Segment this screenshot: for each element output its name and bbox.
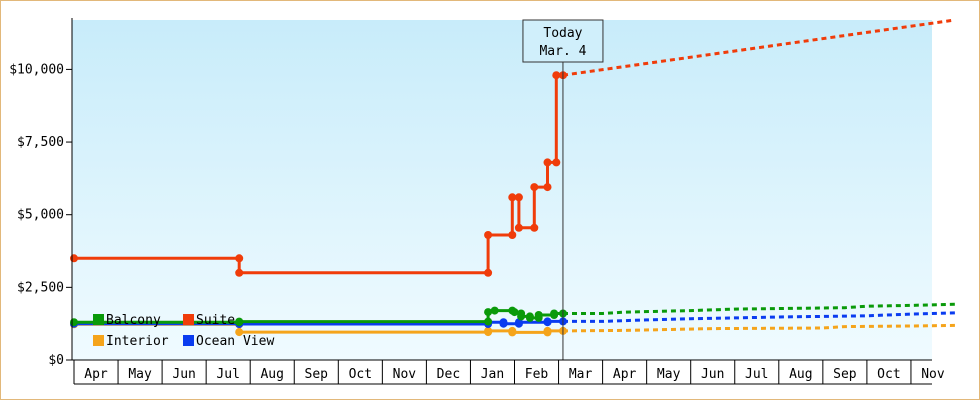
series-point (499, 319, 508, 328)
month-label: Oct (877, 367, 900, 382)
month-label: Nov (921, 367, 945, 382)
series-point (525, 313, 534, 322)
y-axis-ticks: $0 $2,500 $5,000 $7,500 $10,000 (9, 62, 72, 368)
legend-swatch (93, 335, 104, 346)
series-point (484, 231, 493, 239)
series-point (552, 71, 561, 80)
series-point (484, 326, 493, 335)
month-label: Jul (745, 367, 768, 382)
series-line (74, 73, 563, 275)
series-point (508, 193, 517, 202)
series-interior (70, 320, 956, 337)
legend-swatch (183, 314, 194, 325)
month-label: Jun (701, 367, 724, 382)
y-tick-label: $5,000 (17, 208, 64, 223)
series-layer (70, 18, 956, 337)
series-point (510, 308, 519, 317)
legend-swatch (183, 335, 194, 346)
series-point (543, 326, 552, 335)
month-label: Apr (84, 367, 108, 382)
series-point (235, 254, 244, 263)
month-label: Dec (437, 367, 460, 382)
series-point (543, 158, 552, 167)
series-forecast-line (562, 18, 956, 77)
month-label: Jul (216, 367, 239, 382)
today-box (522, 19, 604, 63)
legend-label: Balcony (106, 313, 161, 328)
series-forecast-line (563, 311, 956, 323)
month-label: Jun (172, 367, 195, 382)
legend-label: Ocean View (196, 334, 274, 349)
series-point (508, 328, 517, 337)
series-point (550, 309, 559, 318)
series-point (530, 223, 539, 232)
today-date: Mar. 4 (539, 44, 586, 59)
series-point (530, 183, 539, 192)
month-label: Oct (349, 367, 372, 382)
legend-label: Suite (196, 313, 235, 328)
month-label: Aug (260, 367, 283, 382)
x-axis-months: Apr May Jun Jul Aug Sep Oct Nov Dec Jan Feb Mar Apr M… (73, 360, 945, 385)
series-point (235, 317, 244, 326)
month-label: Jan (481, 367, 504, 382)
series-point (543, 317, 552, 326)
series-point (235, 328, 244, 337)
y-tick-label: $7,500 (17, 135, 64, 150)
series-balcony (70, 302, 956, 327)
today-marker: Today Mar. 4 (522, 19, 604, 360)
legend-swatch (93, 314, 104, 325)
series-forecast-line (563, 302, 956, 315)
month-label: Apr (613, 367, 637, 382)
legend-label: Interior (106, 334, 169, 349)
legend: Balcony Suite Interior Ocean View (93, 313, 274, 349)
y-tick-label: $2,500 (17, 280, 64, 295)
month-label: Sep (305, 367, 329, 382)
series-point (534, 311, 543, 319)
series-suite (70, 18, 956, 277)
month-label: Aug (789, 367, 812, 382)
series-point (517, 312, 526, 321)
month-label: Feb (525, 367, 549, 382)
series-point (514, 223, 523, 232)
series-point (484, 317, 493, 326)
series-point (484, 308, 493, 317)
month-label: Sep (833, 367, 857, 382)
month-label: May (657, 367, 681, 382)
series-point (70, 254, 78, 263)
series-point (514, 193, 523, 202)
series-point (235, 268, 244, 277)
series-point (543, 183, 552, 192)
y-tick-label: $10,000 (9, 62, 64, 77)
month-label: May (128, 367, 152, 382)
plot-area (72, 20, 932, 360)
month-label: Nov (393, 367, 417, 382)
month-label: Mar (569, 367, 593, 382)
series-point (70, 318, 78, 327)
series-forecast-line (562, 323, 956, 333)
series-point (552, 158, 561, 167)
today-label: Today (543, 26, 582, 41)
series-point (490, 306, 499, 315)
series-point (508, 231, 517, 239)
y-tick-label: $0 (48, 353, 64, 368)
series-point (484, 268, 493, 277)
